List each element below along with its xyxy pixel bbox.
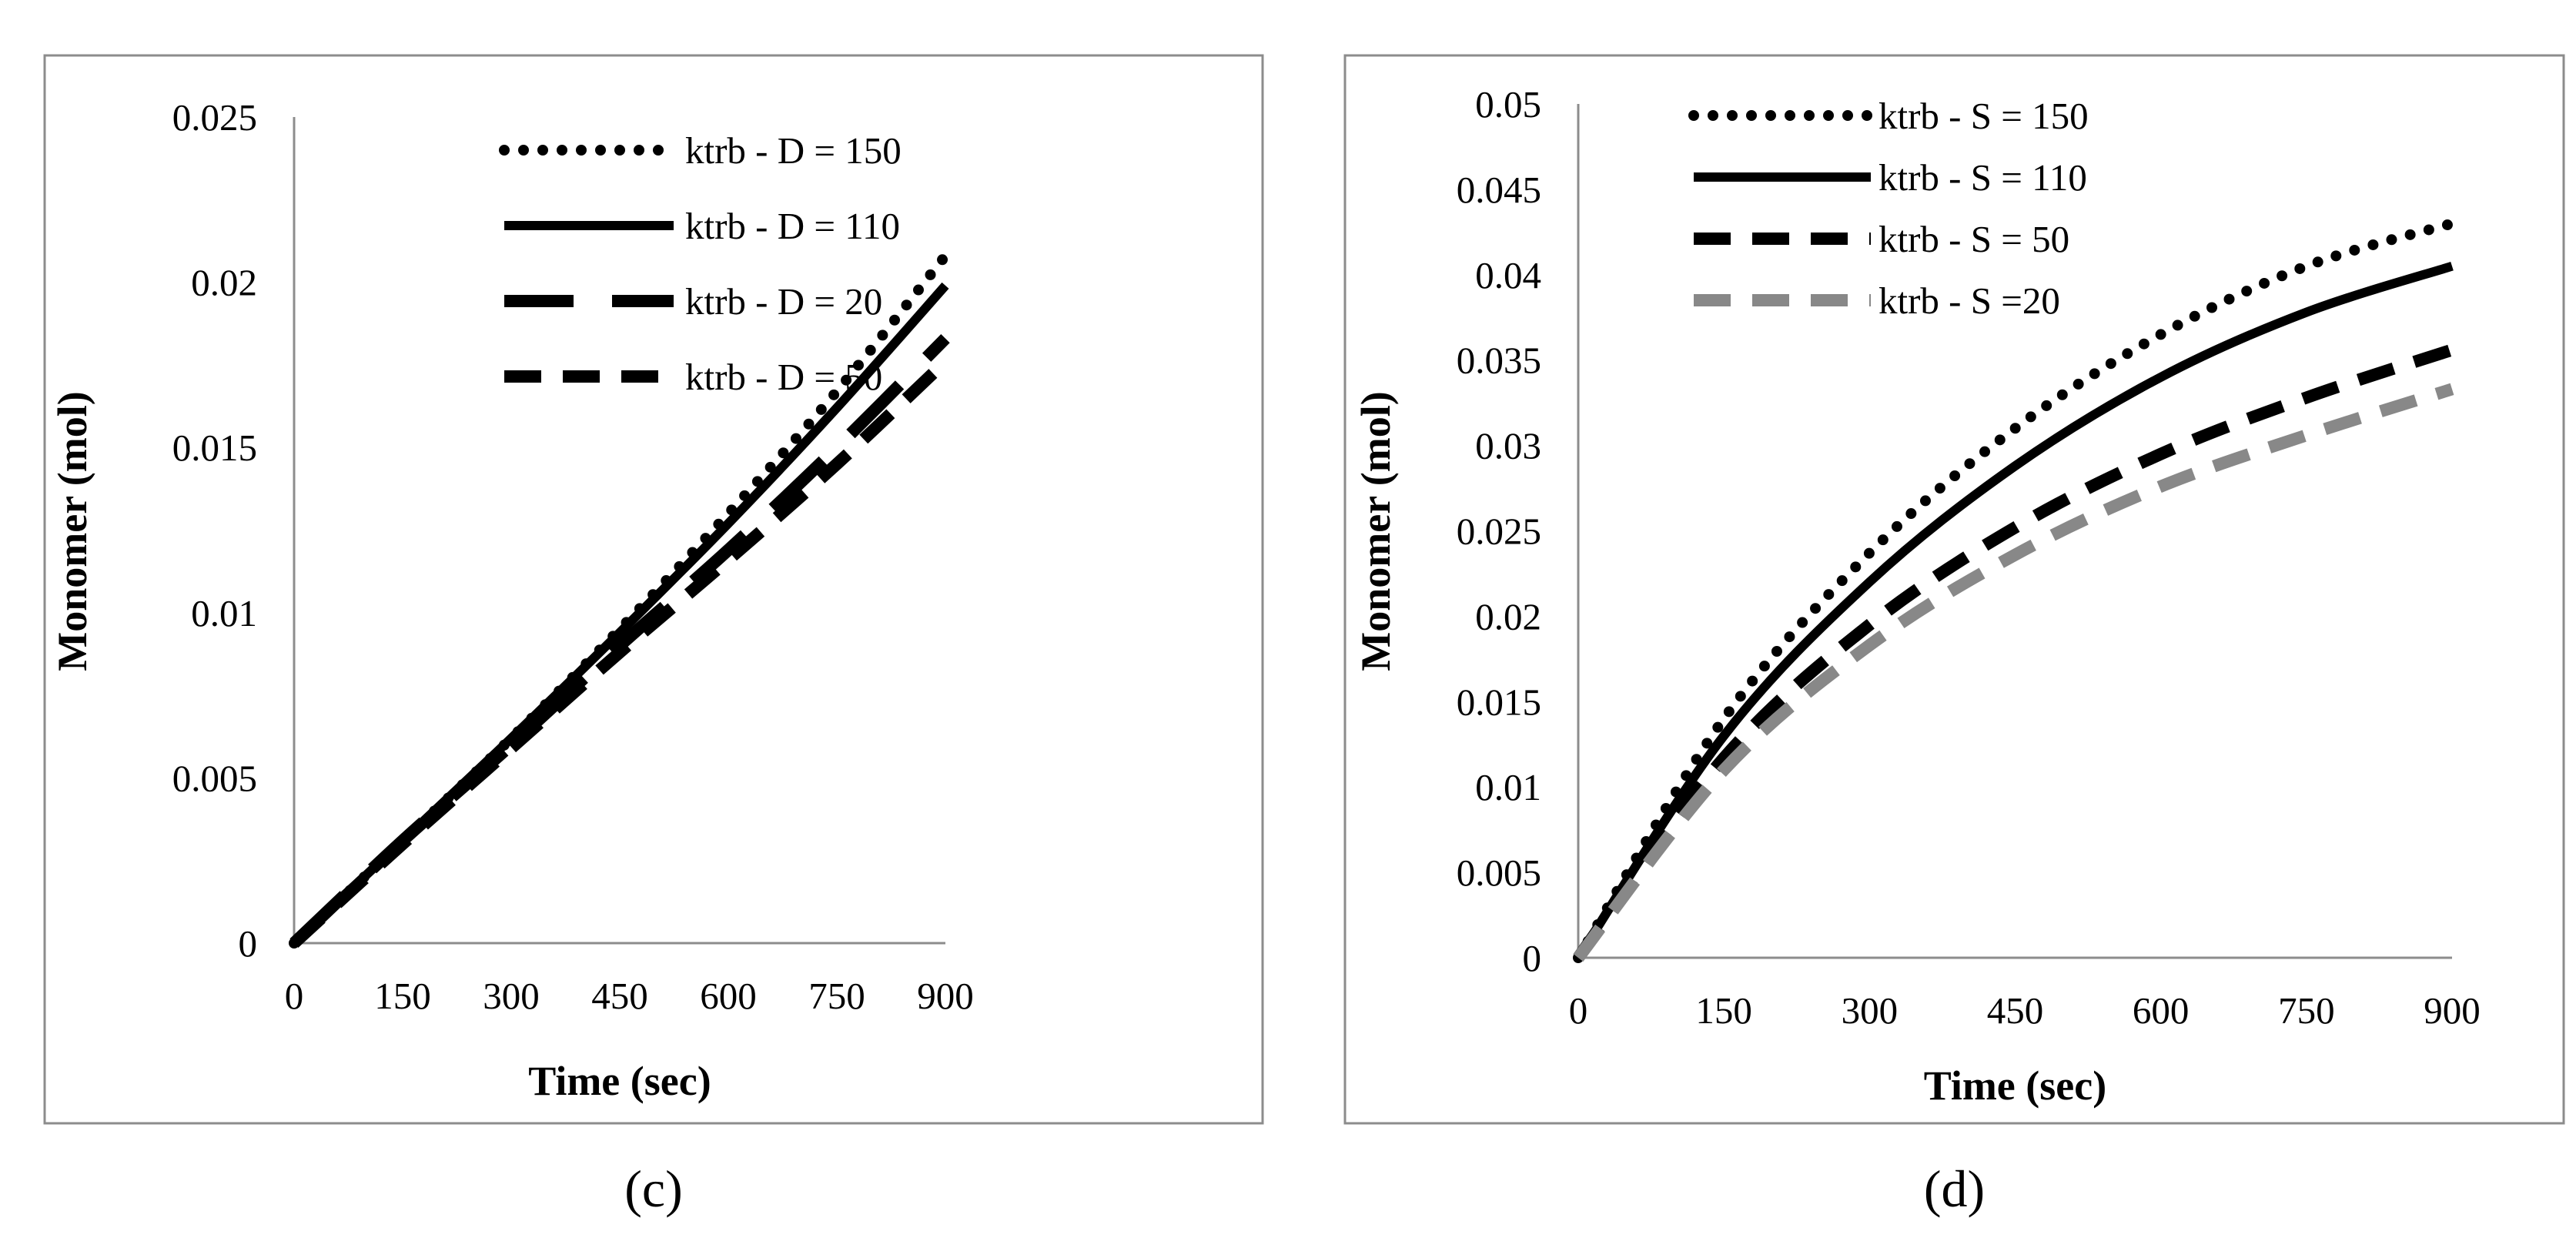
x-tick-label: 0 — [1569, 989, 1588, 1032]
y-tick-label: 0.02 — [191, 262, 257, 304]
legend-label: ktrb - D = 110 — [685, 205, 900, 247]
x-tick-label: 750 — [2278, 989, 2335, 1032]
panel-caption: (d) — [1924, 1159, 1985, 1218]
y-tick-label: 0.025 — [172, 96, 257, 139]
legend-label: ktrb - S = 50 — [1878, 218, 2069, 260]
y-tick-label: 0.005 — [172, 757, 257, 799]
x-tick-label: 600 — [700, 975, 757, 1017]
chart-panel-d: 0 0.005 0.01 0.015 0.02 0.025 0.03 0.035 0.04 0.0… — [1343, 54, 2565, 1218]
y-tick-label: 0.05 — [1475, 83, 1541, 125]
series-line — [1573, 343, 2454, 962]
y-axis-title: Monomer (mol) — [1353, 391, 1399, 671]
y-tick-label: 0.02 — [1475, 595, 1541, 637]
x-tick-label: 300 — [1842, 989, 1899, 1032]
x-tick-label: 150 — [374, 975, 431, 1017]
y-tick-label: 0.045 — [1457, 169, 1541, 211]
legend-label: ktrb - S = 150 — [1878, 95, 2089, 137]
series-line — [1573, 218, 2457, 963]
x-tick-label: 600 — [2133, 989, 2190, 1032]
y-tick-label: 0 — [1523, 937, 1542, 979]
legend-label: ktrb - D = 150 — [685, 129, 902, 172]
y-tick-label: 0.015 — [1457, 681, 1541, 723]
x-tick-label: 150 — [1695, 989, 1752, 1032]
x-tick-label: 900 — [2424, 989, 2481, 1032]
y-tick-label: 0.01 — [191, 592, 257, 634]
x-tick-label: 900 — [917, 975, 974, 1017]
y-tick-label: 0 — [239, 922, 258, 965]
y-tick-label: 0.04 — [1475, 254, 1541, 296]
series-line — [289, 356, 950, 948]
legend-label: ktrb - D = 50 — [685, 356, 882, 398]
x-tick-label: 0 — [285, 975, 304, 1017]
y-tick-label: 0.015 — [172, 427, 257, 469]
legend-label: ktrb - S =20 — [1878, 279, 2060, 322]
y-tick-label: 0.01 — [1475, 766, 1541, 808]
x-tick-label: 450 — [591, 975, 648, 1017]
y-axis-title: Monomer (mol) — [49, 391, 95, 671]
chart-frame — [1343, 54, 2565, 1125]
legend-label: ktrb - D = 20 — [685, 280, 882, 323]
series-line — [1574, 261, 2454, 961]
y-tick-label: 0.025 — [1457, 510, 1541, 553]
y-tick-label: 0.035 — [1457, 340, 1541, 382]
x-axis-title: Time (sec) — [1924, 1062, 2106, 1109]
panel-caption: (c) — [624, 1159, 682, 1218]
y-tick-label: 0.005 — [1457, 852, 1541, 894]
legend-label: ktrb - S = 110 — [1878, 156, 2087, 199]
x-axis-title: Time (sec) — [528, 1058, 711, 1104]
chart-panel-c: 0 0.005 0.01 0.015 0.02 0.025 0 150 300 450 600 750… — [43, 54, 1264, 1218]
series-line — [1573, 383, 2454, 962]
chart-frame — [43, 54, 1264, 1125]
x-tick-label: 750 — [808, 975, 865, 1017]
x-tick-label: 450 — [1987, 989, 2044, 1032]
y-tick-label: 0.03 — [1475, 425, 1541, 467]
x-tick-label: 300 — [483, 975, 540, 1017]
